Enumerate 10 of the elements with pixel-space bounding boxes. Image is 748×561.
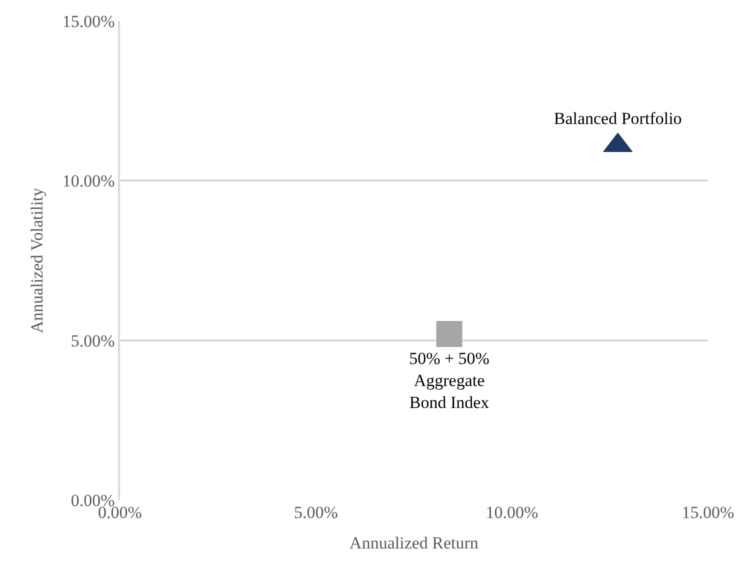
- x-tick-label: 10.00%: [486, 503, 538, 522]
- x-axis-title: Annualized Return: [350, 533, 479, 552]
- x-tick-label: 5.00%: [294, 503, 338, 522]
- y-tick-label: 5.00%: [70, 331, 115, 350]
- y-tick-label: 10.00%: [62, 172, 115, 191]
- y-axis-title: Annualized Volatility: [27, 187, 46, 334]
- series-label: Balanced Portfolio: [554, 109, 682, 128]
- x-tick-label: 15.00%: [682, 503, 734, 522]
- series-label: 50% + 50% Aggregate Bond Index: [409, 348, 490, 412]
- y-tick-label: 15.00%: [62, 12, 115, 31]
